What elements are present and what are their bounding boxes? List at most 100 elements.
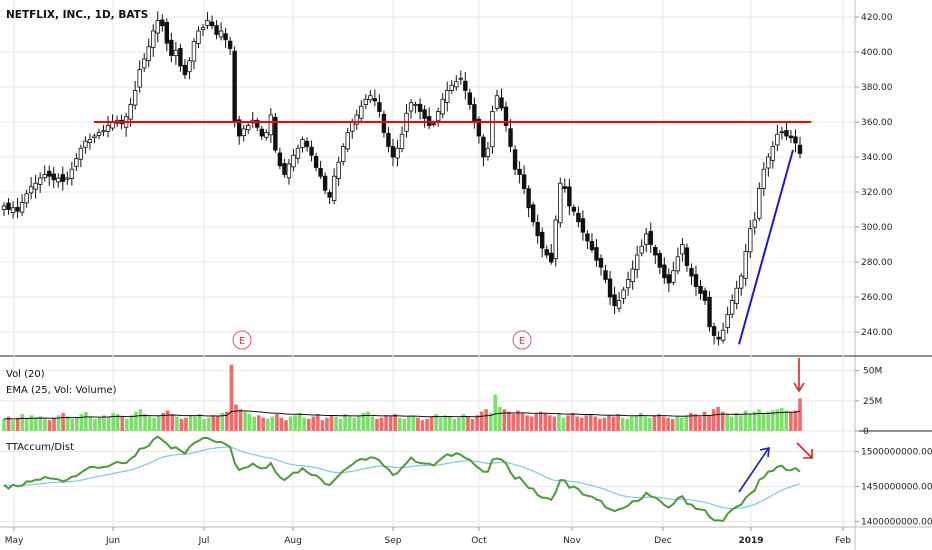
volume-bar — [270, 416, 275, 431]
volume-bar — [543, 412, 548, 431]
volume-bar — [607, 415, 611, 431]
candle-body — [779, 131, 785, 134]
volume-bar — [766, 411, 770, 431]
price-candles — [1, 11, 803, 346]
volume-bar — [125, 418, 129, 431]
volume-bar — [588, 414, 593, 431]
candle-body — [282, 163, 287, 175]
volume-bar — [2, 418, 6, 431]
volume-bar — [197, 414, 202, 431]
volume-bar — [457, 417, 461, 431]
volume-bar — [625, 418, 629, 431]
earnings-marker — [232, 330, 252, 350]
candle-body — [435, 111, 441, 122]
volume-bar — [393, 414, 397, 431]
volume-bar — [425, 418, 429, 431]
candle-body — [65, 177, 70, 180]
candle-body — [558, 182, 563, 224]
candle-body — [580, 218, 586, 233]
candle-body — [440, 98, 445, 115]
volume-pane-title: Vol (20) — [6, 369, 45, 380]
volume-bar — [466, 416, 470, 431]
candle-body — [603, 270, 608, 280]
volume-bar — [179, 418, 184, 431]
volume-bar — [347, 416, 352, 431]
candle-body — [666, 274, 672, 284]
candle-body — [793, 136, 798, 144]
volume-bar — [320, 420, 325, 431]
volume-bar — [215, 416, 220, 431]
candle-body — [693, 274, 699, 287]
volume-bar — [329, 415, 334, 431]
volume-bar — [725, 414, 730, 431]
candle-body — [544, 249, 549, 256]
candle-body — [621, 289, 626, 299]
volume-bar — [416, 417, 420, 431]
candle-body — [259, 128, 264, 137]
candle-body — [413, 104, 418, 106]
volume-bar — [529, 416, 534, 431]
y-tick-label: 240.00 — [861, 328, 893, 338]
volume-bar — [648, 417, 652, 431]
volume-bar — [356, 415, 361, 431]
x-tick-label: May — [5, 536, 24, 546]
volume-bar — [516, 410, 520, 431]
volume-bar — [93, 418, 97, 431]
chart-title: NETFLIX, INC., 1D, BATS — [6, 9, 148, 21]
candle-body — [200, 27, 206, 31]
volume-bar — [579, 417, 584, 431]
y-tick-label: 360.00 — [861, 118, 893, 128]
volume-bar — [420, 420, 425, 431]
candle-body — [689, 268, 694, 277]
volume-bar — [343, 414, 347, 431]
candle-body — [770, 146, 776, 161]
candle-body — [173, 49, 179, 57]
candle-body — [354, 114, 359, 125]
candle-body — [725, 314, 730, 328]
volume-bar — [156, 415, 161, 431]
candle-body — [155, 20, 160, 34]
volume-bar — [748, 414, 752, 431]
volume-bar — [15, 417, 20, 431]
volume-bar — [47, 420, 52, 431]
candle-body — [273, 116, 278, 151]
candle-body — [653, 247, 658, 256]
candle-body — [390, 146, 396, 158]
volume-bar — [643, 416, 648, 431]
volume-bar — [24, 418, 29, 431]
volume-ema — [3, 358, 805, 420]
red-arrow-head — [803, 449, 813, 459]
y-tick-label: 340.00 — [861, 153, 893, 163]
candle-body — [368, 95, 373, 101]
candle-body — [60, 174, 65, 182]
candle-body — [499, 97, 504, 109]
volume-bar — [520, 412, 525, 431]
candle-body — [331, 175, 337, 201]
candle-body — [481, 136, 486, 158]
volume-bar — [670, 418, 675, 431]
volume-bar — [757, 409, 761, 431]
x-tick-label: Oct — [471, 536, 487, 546]
volume-bar — [775, 409, 780, 431]
volume-bar — [798, 398, 802, 431]
volume-bar — [561, 417, 566, 431]
volume-bar — [702, 411, 707, 431]
candle-body — [336, 161, 341, 179]
candle-body — [526, 188, 531, 209]
candle-body — [372, 98, 378, 102]
price-y-axis: 420.00 400.00 380.00 360.00 340.00 320.00 300.… — [855, 13, 893, 338]
x-tick-label: 2019 — [738, 536, 763, 546]
ttaccum-line — [3, 435, 801, 522]
candle-body — [485, 147, 491, 157]
candle-body — [169, 39, 174, 56]
earnings-marker-label: E — [519, 336, 525, 347]
volume-bar — [352, 417, 357, 431]
volume-bar — [143, 414, 147, 431]
volume-bar — [238, 409, 243, 431]
volume-bar — [475, 415, 479, 431]
volume-ema-line — [3, 410, 801, 420]
volume-bar — [629, 416, 634, 431]
candle-body — [255, 120, 260, 128]
candle-body — [345, 132, 350, 150]
volume-bar — [375, 418, 379, 431]
